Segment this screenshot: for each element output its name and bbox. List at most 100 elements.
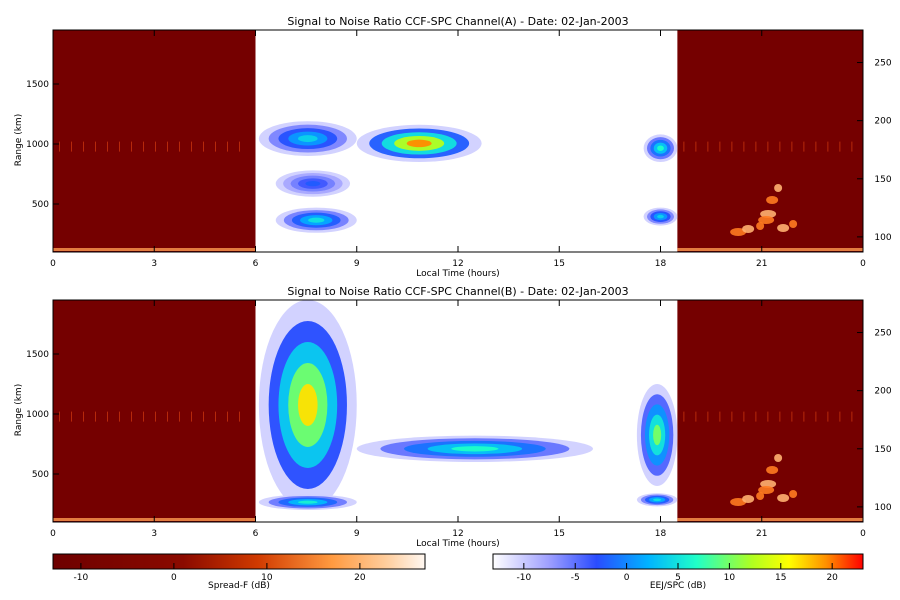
panel-b-ylabel: Range (km) [14, 384, 24, 436]
spreadf-trace [59, 411, 60, 422]
x-tick-label: 12 [452, 529, 463, 539]
spreadf-trace [695, 141, 697, 152]
spreadf-trace [203, 141, 204, 152]
spreadf-trace [755, 141, 757, 152]
spreadf-echo [760, 480, 777, 488]
spreadf-trace [779, 141, 781, 152]
spreadf-trace [779, 411, 781, 422]
spreadf-trace [743, 411, 745, 422]
spreadf-trace [119, 141, 120, 152]
colorbar-tick-label: 0 [624, 573, 630, 583]
spreadf-trace [743, 141, 745, 152]
spreadf-trace [83, 141, 84, 152]
spreadf-colorbar-label: Spread-F (dB) [208, 581, 270, 591]
spreadf-trace [71, 411, 72, 422]
spreadf-echo [758, 216, 775, 224]
x-tick-label: 0 [860, 259, 866, 269]
spreadf-trace [791, 411, 793, 422]
spreadf-trace [683, 141, 685, 152]
spreadf-trace [839, 141, 841, 152]
panel-b: Signal to Noise Ratio CCF-SPC Channel(B)… [14, 285, 892, 549]
spreadf-echo [774, 184, 783, 192]
y2-tick-label: 100 [874, 503, 891, 513]
spreadf-trace [731, 141, 733, 152]
spreadf-echo [730, 228, 747, 236]
panel-b-xlabel: Local Time (hours) [416, 539, 499, 549]
spreadf-segment [53, 30, 256, 252]
spreadf-trace [143, 411, 144, 422]
y2-tick-label: 200 [874, 387, 891, 397]
spreadf-trace [191, 141, 192, 152]
y2-tick-label: 250 [874, 329, 891, 339]
x-tick-label: 21 [756, 259, 767, 269]
spreadf-echo [777, 494, 790, 502]
colorbar-tick-label: 5 [675, 573, 681, 583]
x-tick-label: 3 [151, 259, 157, 269]
spreadf-trace [179, 141, 180, 152]
colorbar-tick-label: 15 [775, 573, 786, 583]
eej-blob [298, 135, 318, 143]
y2-tick-label: 150 [874, 445, 891, 455]
spreadf-trace [719, 411, 721, 422]
colorbar-tick-label: 10 [261, 573, 273, 583]
panel-b-title: Signal to Noise Ratio CCF-SPC Channel(B)… [287, 285, 628, 298]
spreadf-trace [215, 141, 216, 152]
panel-b-heatmap: 0 3 6 9 12 15 18 21 0 500 1000 1500 100 150 200 250 [26, 299, 892, 539]
spreadf-trace [59, 141, 60, 152]
spreadf-trace [131, 411, 132, 422]
y2-tick-label: 250 [874, 59, 891, 69]
eej-blob [657, 145, 664, 151]
spreadf-trace [71, 141, 72, 152]
x-tick-label: 0 [50, 259, 56, 269]
x-tick-label: 18 [655, 259, 667, 269]
spreadf-trace [215, 411, 216, 422]
spreadf-trace [827, 141, 829, 152]
x-tick-label: 21 [756, 529, 767, 539]
y-tick-label: 1500 [26, 350, 49, 360]
x-tick-label: 15 [554, 529, 565, 539]
spreadf-trace [191, 411, 192, 422]
spreadf-trace [827, 411, 829, 422]
eej-colorbar-label: EEJ/SPC (dB) [650, 581, 706, 591]
spreadf-colorbar: Spread-F (dB) -10 0 10 20 [52, 553, 426, 591]
x-tick-label: 0 [50, 529, 56, 539]
spreadf-trace [851, 411, 853, 422]
panel-a: Signal to Noise Ratio CCF-SPC Channel(A)… [14, 15, 892, 279]
eej-blob [406, 139, 432, 148]
spreadf-echo [777, 224, 790, 232]
spreadf-echo [774, 454, 783, 462]
spreadf-trace [791, 141, 793, 152]
panel-a-ylabel: Range (km) [14, 114, 24, 166]
colorbar-tick-label: 20 [826, 573, 838, 583]
spreadf-trace [167, 141, 168, 152]
eej-blob [451, 446, 499, 452]
spreadf-echo [766, 196, 779, 204]
eej-blob [653, 424, 662, 446]
x-tick-label: 12 [452, 259, 463, 269]
y2-tick-label: 150 [874, 175, 891, 185]
eej-blob [308, 217, 325, 223]
spreadf-trace [95, 141, 96, 152]
x-tick-label: 6 [253, 259, 259, 269]
spreadf-echo [742, 225, 755, 233]
eej-colorbar: EEJ/SPC (dB) -10 -5 0 5 10 15 20 [492, 553, 864, 591]
colorbar-tick-label: -10 [74, 573, 89, 583]
spreadf-trace [719, 141, 721, 152]
spreadf-trace [227, 411, 228, 422]
colorbar-tick-label: 20 [354, 573, 366, 583]
spreadf-trace [767, 141, 769, 152]
y2-tick-label: 100 [874, 233, 891, 243]
spreadf-trace [803, 141, 805, 152]
spreadf-trace [683, 411, 685, 422]
spreadf-trace [131, 141, 132, 152]
spreadf-trace [227, 141, 228, 152]
y-tick-label: 1000 [26, 410, 49, 420]
spreadf-echo [760, 210, 777, 218]
eej-blob [298, 500, 318, 504]
panel-a-heatmap: 0 3 6 9 12 15 18 21 0 500 1000 1500 100 150 200 250 [26, 29, 892, 269]
spreadf-echo [789, 220, 798, 228]
spreadf-trace [851, 141, 853, 152]
x-tick-label: 18 [655, 529, 667, 539]
spreadf-low-echo [677, 248, 863, 251]
